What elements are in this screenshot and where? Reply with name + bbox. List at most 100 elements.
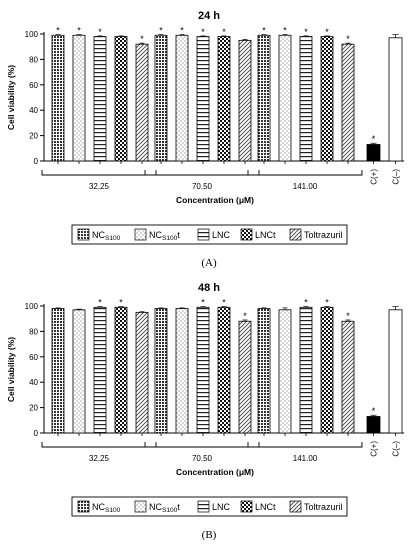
bar [341,320,355,434]
group-bracket [144,442,260,448]
control-bar [388,37,403,162]
significance-marker: * [346,311,350,321]
legend-swatch [77,228,90,241]
legend-label: NCS100 [92,230,121,242]
legend-label: Toltrazuril [304,230,343,240]
chart-panel-0: 24 h 0 20 40 60 80 100 Cell viability (%) * * * * 32… [6,10,404,269]
legend-label: Toltrazuril [304,502,343,512]
group-label: 32.25 [89,454,110,463]
legend-label-subscript: S100 [105,235,121,242]
significance-marker: * [243,311,247,321]
bar [278,34,292,162]
bar [72,309,86,434]
bar [299,306,313,434]
panel-label: (A) [201,257,217,269]
legend-label-main: Toltrazuril [304,502,343,512]
panel-label: (B) [202,529,217,541]
legend-swatch [197,228,210,241]
bar [114,36,128,162]
significance-marker: * [222,27,226,37]
control-bar [366,416,381,434]
bar [217,306,231,434]
significance-marker: * [159,26,163,36]
control-bar [366,144,381,162]
significance-marker: * [325,298,329,308]
legend-label-main: NC [149,230,162,240]
bar [320,306,334,434]
bar [51,308,65,434]
legend-label-main: LNC [212,502,231,512]
bar [154,308,168,434]
y-axis-label: Cell viability (%) [6,65,16,130]
x-axis-label: Concentration (μM) [176,195,254,205]
bar [257,34,271,162]
control-label: C(+) [370,169,379,185]
bar [196,306,210,434]
chart-panel-1: 48 h 0 20 40 60 80 100 Cell viability (%) * * 32.2… [6,282,404,541]
group-bracket [41,442,157,448]
legend-label: LNC [212,230,231,240]
y-tick-label: 100 [25,30,39,39]
legend-swatch [240,228,253,241]
y-tick-label: 20 [29,404,38,413]
legend-label: NCS100t [149,230,180,242]
significance-marker: * [98,298,102,308]
significance-marker: * [304,298,308,308]
y-tick-label: 40 [29,378,38,387]
significance-marker: * [346,34,350,44]
group-label: 70.50 [192,454,213,463]
legend-swatch [134,500,147,513]
group-bracket [41,170,157,176]
legend-label-subscript: S100 [105,507,121,514]
significance-marker: * [56,26,60,36]
group-bracket [247,442,363,448]
legend: NCS100 NCS100t LNC LNCt Toltrazuril [71,224,348,245]
control-label: C(+) [370,441,379,457]
bar [135,43,149,162]
bar [278,309,292,434]
significance-marker: * [283,26,287,36]
y-tick-label: 60 [29,353,38,362]
legend-swatch [289,228,302,241]
legend-label-main: NC [92,502,105,512]
legend-label-main: LNCt [255,502,276,512]
legend-swatch [240,500,253,513]
legend-label-suffix: t [177,502,180,512]
y-tick-label: 0 [34,157,39,166]
legend: NCS100 NCS100t LNC LNCt Toltrazuril [71,496,348,517]
legend-swatch [197,500,210,513]
bar [175,34,189,162]
legend-label: LNCt [255,502,276,512]
legend-label-main: NC [149,502,162,512]
group-label: 141.00 [293,454,318,463]
chart-title: 24 h [198,10,220,22]
significance-marker: * [372,406,376,416]
bar [320,36,334,162]
bar [93,36,107,162]
legend-label-subscript: S100 [162,507,178,514]
y-tick-label: 0 [34,429,39,438]
y-tick-label: 80 [29,327,38,336]
legend-label: NCS100 [92,502,121,514]
significance-marker: * [140,34,144,44]
legend-label-main: LNCt [255,230,276,240]
y-tick-label: 20 [29,132,38,141]
control-bar [388,309,403,434]
significance-marker: * [119,298,123,308]
legend-label-subscript: S100 [162,235,178,242]
legend-label-main: NC [92,230,105,240]
bar [257,308,271,434]
chart-title: 48 h [198,282,220,294]
bar [93,306,107,434]
significance-marker: * [201,27,205,37]
bar [175,308,189,434]
bar [196,36,210,162]
bar [341,43,355,162]
bar [238,39,252,162]
bar [238,320,252,434]
bar [72,34,86,162]
bar [114,306,128,434]
legend-label: LNCt [255,230,276,240]
group-label: 141.00 [293,182,318,191]
